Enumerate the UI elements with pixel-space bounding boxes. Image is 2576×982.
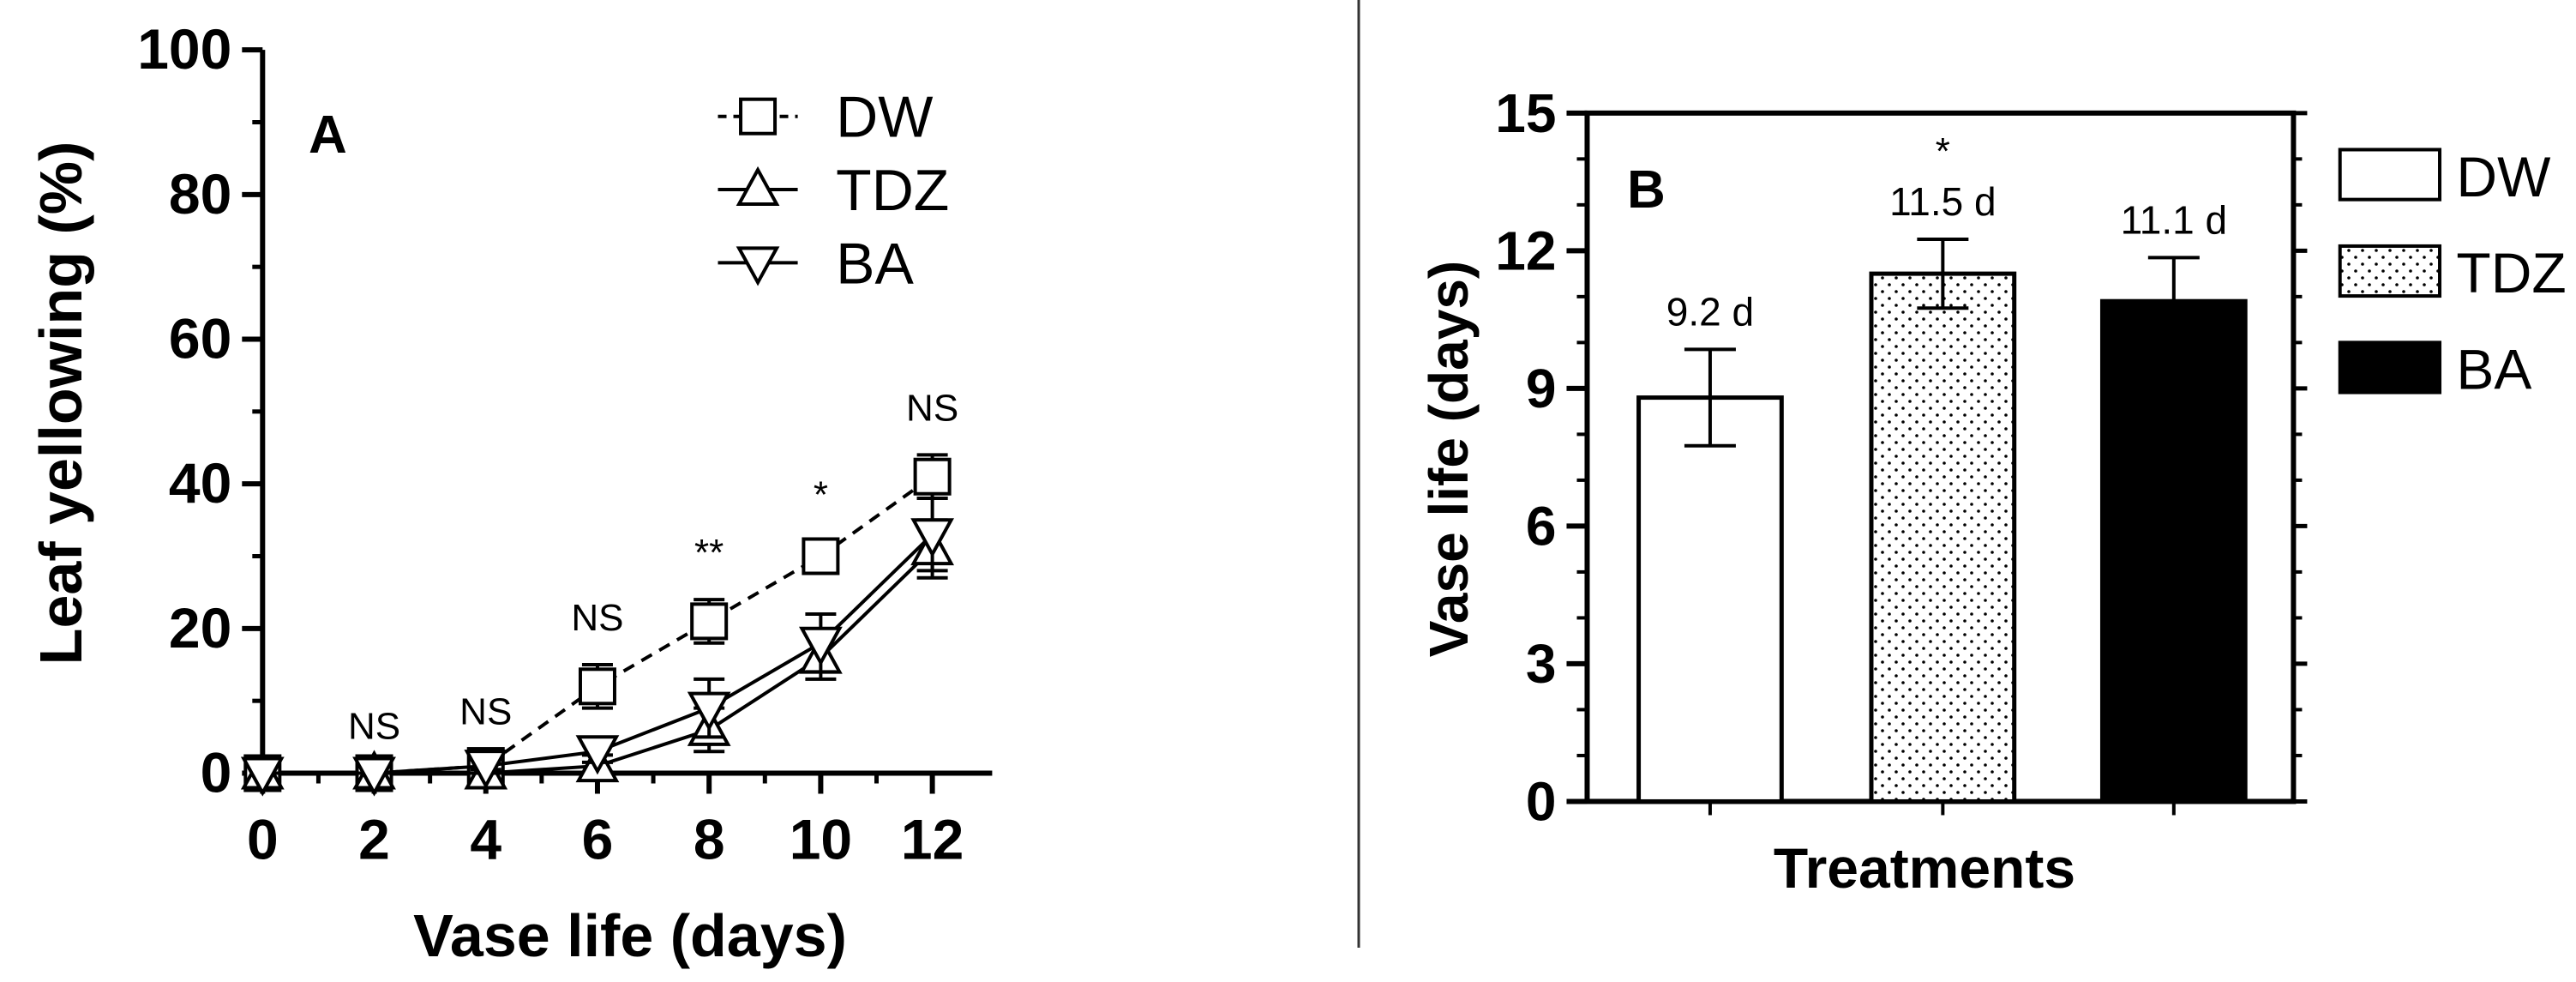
- legend-marker-dw: [739, 97, 778, 136]
- panel-a-y-tick-label: 0: [201, 741, 232, 804]
- panel-b-y-tick-label: 3: [1526, 633, 1557, 695]
- significance-label: *: [814, 474, 828, 516]
- data-label-ba: 11.1 d: [2121, 197, 2227, 242]
- panel-a-y-axis-label: Leaf yellowing (%): [27, 142, 94, 666]
- bar-group-dw: 9.2 d: [1636, 289, 1784, 816]
- panel-b-y-tick-label: 15: [1495, 82, 1556, 144]
- significance-label: NS: [571, 597, 623, 639]
- significance-label: NS: [906, 387, 958, 429]
- panel-a-y-tick-label: 80: [169, 162, 231, 226]
- legend-swatch-tdz: [2338, 244, 2442, 298]
- bar-group-ba: 11.1 d: [2099, 197, 2248, 816]
- panel-b-y-axis-label: Vase life (days): [1418, 261, 1480, 657]
- data-label-tdz: 11.5 d: [1889, 179, 1996, 224]
- panel-a-x-axis-label: Vase life (days): [413, 902, 847, 969]
- legend-marker-tdz: [736, 166, 780, 207]
- significance-label: **: [694, 532, 724, 574]
- panel-a-series: [240, 453, 954, 797]
- data-point-dw: [802, 537, 840, 575]
- panel-b-y-tick-label: 12: [1495, 220, 1556, 281]
- data-point-ba: [464, 750, 508, 790]
- bar-dw: [1636, 395, 1784, 804]
- data-point-ba: [575, 735, 620, 775]
- legend-label-ba: BA: [836, 231, 914, 296]
- legend-label-tdz: TDZ: [836, 158, 949, 223]
- panel-a-x-tick-label: 12: [901, 808, 964, 871]
- panel-a-x-tick-label: 2: [358, 808, 390, 871]
- panel-a-x-tick-label: 10: [790, 808, 852, 871]
- legend-swatch-dw: [2338, 148, 2442, 202]
- data-point-ba: [910, 518, 954, 558]
- panel-b-y-tick-label: 9: [1526, 358, 1557, 419]
- legend-label-dw: DW: [836, 85, 933, 150]
- panel-a-y-tick-label: 100: [137, 17, 231, 81]
- bar-group-tdz: 11.5 d *: [1869, 130, 2017, 816]
- panel-a-y-tick-label: 60: [169, 306, 231, 370]
- bar-tdz: [1869, 271, 2017, 804]
- panel-b-legend: DW TDZ BA: [2338, 145, 2567, 401]
- panel-b-bars: 9.2 d 11.5 d * 11.1 d: [1636, 130, 2248, 816]
- series-ba: [240, 497, 954, 797]
- panel-b-y-tick-label: 0: [1526, 770, 1557, 832]
- panel-a-x-tick-label: 6: [582, 808, 614, 871]
- panel-b-y-tick-label: 6: [1526, 495, 1557, 557]
- panel-a-y-tick-label: 40: [169, 451, 231, 515]
- panel-a-x-ticks: 0 2 4 6 8 10 12: [247, 773, 964, 871]
- panel-b-y-ticks: 0 3 6 9 12 15: [1495, 82, 2308, 832]
- panel-a-y-ticks: 0 20 40 60 80 100: [137, 17, 263, 804]
- panel-a-letter: A: [309, 105, 347, 165]
- legend-label-tdz: TDZ: [2456, 241, 2566, 304]
- legend-label-ba: BA: [2456, 338, 2531, 401]
- legend-label-dw: DW: [2456, 145, 2551, 208]
- bar-ba: [2099, 298, 2248, 804]
- panel-a-y-tick-label: 20: [169, 596, 231, 660]
- legend-marker-ba: [736, 246, 780, 286]
- panel-a-x-tick-label: 8: [694, 808, 725, 871]
- data-point-ba: [687, 691, 731, 732]
- data-point-ba: [352, 756, 396, 797]
- panel-a-x-tick-label: 0: [247, 808, 279, 871]
- data-point-dw: [913, 457, 952, 496]
- data-point-ba: [799, 626, 843, 666]
- panel-b-bar-chart: 0 3 6 9 12 15 9.2 d 11.5 d * 11.1 d DW TDZ BA B Tr…: [1418, 82, 2567, 900]
- panel-a-x-tick-label: 4: [470, 808, 501, 871]
- data-point-dw: [690, 602, 729, 641]
- panel-a-legend: DW TDZ BA: [718, 85, 949, 296]
- data-point-ba: [240, 756, 285, 797]
- panel-b-letter: B: [1627, 160, 1666, 220]
- significance-label: *: [1936, 130, 1950, 172]
- data-point-dw: [578, 667, 616, 706]
- significance-label: NS: [348, 706, 400, 748]
- legend-swatch-ba: [2338, 340, 2442, 395]
- significance-label: NS: [459, 691, 512, 733]
- panel-b-x-axis-label: Treatments: [1774, 836, 2075, 900]
- data-label-dw: 9.2 d: [1666, 289, 1754, 334]
